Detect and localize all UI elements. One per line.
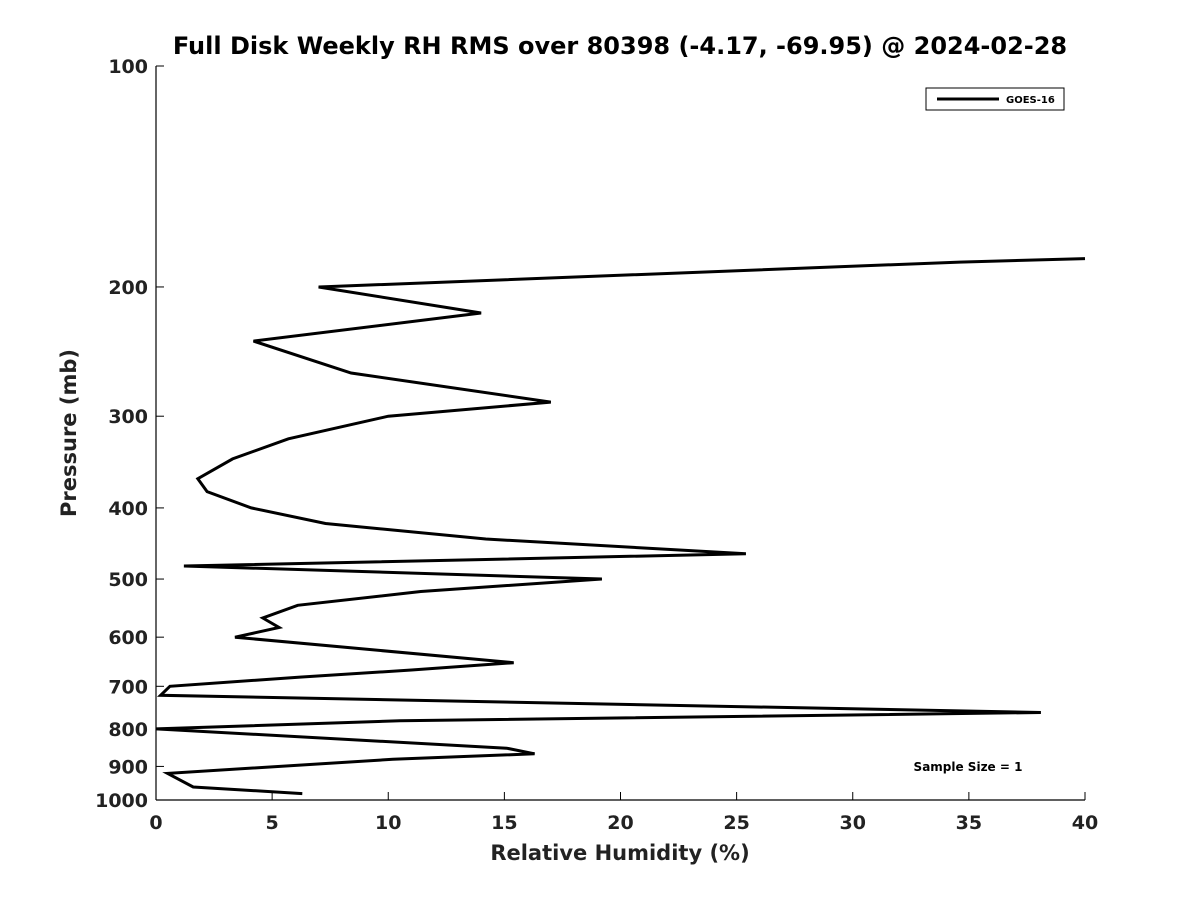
y-tick-label: 900 [108,756,148,778]
y-axis-label: Pressure (mb) [57,349,81,517]
y-tick-label: 700 [108,676,148,698]
series-line-goes-16 [155,257,1086,796]
y-axis: 100 200 300 400 500 600 700 800 900 1000 [95,56,164,812]
x-tick-label: 20 [607,812,633,834]
x-tick-label: 25 [723,812,749,834]
x-axis: 0 5 10 15 20 25 30 35 40 [149,792,1098,834]
x-axis-label: Relative Humidity (%) [490,841,749,865]
x-tick-label: 40 [1072,812,1098,834]
y-tick-label: 300 [108,406,148,428]
x-tick-label: 0 [149,812,162,834]
y-tick-label: 100 [108,56,148,78]
chart-title: Full Disk Weekly RH RMS over 80398 (-4.1… [173,32,1067,60]
legend-entry-goes-16: GOES-16 [1006,95,1055,106]
x-tick-label: 10 [375,812,401,834]
x-tick-label: 35 [956,812,982,834]
x-tick-label: 30 [840,812,866,834]
y-tick-label: 800 [108,719,148,741]
x-tick-label: 15 [491,812,517,834]
y-tick-label: 1000 [95,790,148,812]
y-tick-label: 600 [108,627,148,649]
y-tick-label: 500 [108,569,148,591]
y-tick-label: 200 [108,277,148,299]
x-tick-label: 5 [266,812,279,834]
y-tick-label: 400 [108,498,148,520]
sample-size-annotation: Sample Size = 1 [914,760,1023,774]
legend: GOES-16 [925,87,1065,111]
